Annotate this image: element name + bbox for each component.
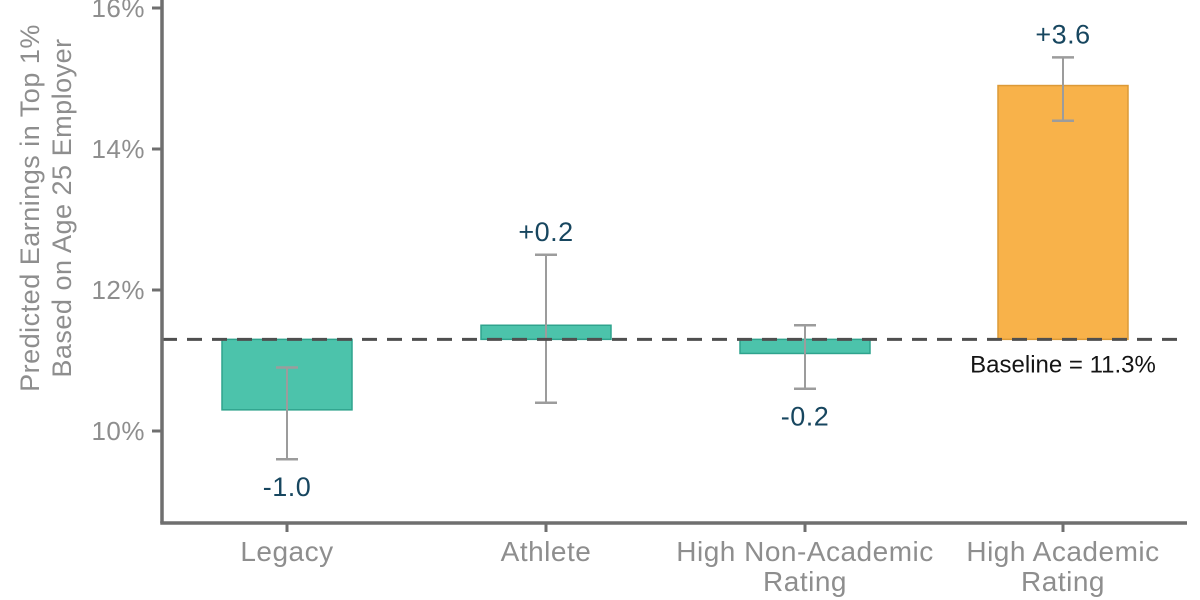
category-label-athlete: Athlete bbox=[501, 536, 592, 567]
baseline-annotation: Baseline = 11.3% bbox=[970, 351, 1156, 378]
y-tick-label-10-: 10% bbox=[91, 416, 145, 446]
value-label-athlete: +0.2 bbox=[518, 217, 573, 247]
bar-high-academic-rating bbox=[997, 84, 1129, 341]
category-label-high-non-academic-rating: High Non-Academic Rating bbox=[676, 536, 934, 597]
value-label-legacy: -1.0 bbox=[263, 472, 312, 502]
y-tick-label-16-: 16% bbox=[91, 0, 145, 23]
category-label-legacy: Legacy bbox=[240, 536, 333, 567]
y-tick-label-14-: 14% bbox=[91, 134, 145, 164]
category-label-high-academic-rating: High Academic Rating bbox=[966, 536, 1159, 597]
value-label-high-academic-rating: +3.6 bbox=[1035, 19, 1090, 49]
value-label-high-non-academic-rating: -0.2 bbox=[781, 402, 830, 432]
y-tick-label-12-: 12% bbox=[91, 275, 145, 305]
